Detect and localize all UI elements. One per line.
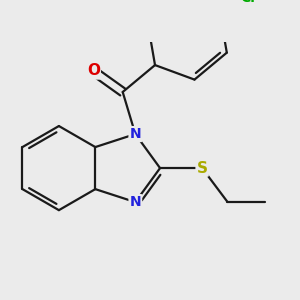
Text: Cl: Cl — [240, 0, 255, 5]
Text: O: O — [87, 64, 100, 79]
Text: N: N — [130, 195, 141, 209]
Text: S: S — [196, 160, 208, 175]
Text: N: N — [130, 127, 141, 141]
